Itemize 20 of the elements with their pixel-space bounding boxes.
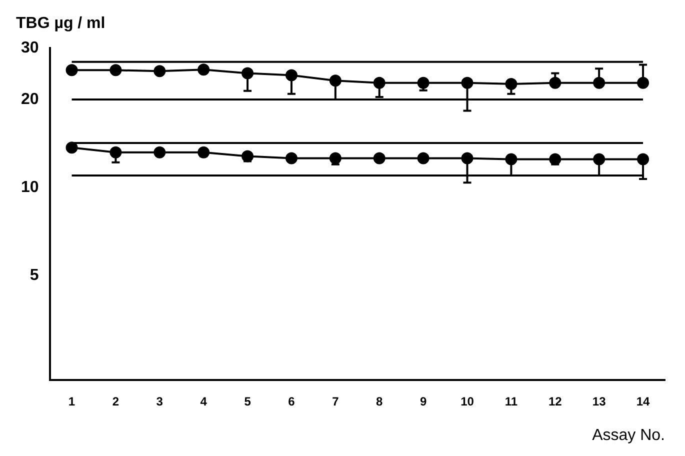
y-tick-label: 5 (30, 267, 39, 284)
x-tick-label: 8 (376, 394, 384, 408)
x-tick-label: 13 (592, 394, 606, 408)
x-tick-label: 10 (460, 394, 474, 408)
x-tick-label: 9 (420, 394, 427, 408)
x-tick-label: 14 (636, 394, 650, 408)
x-tick-label: 3 (156, 394, 164, 408)
x-tick-label: 12 (548, 394, 562, 408)
x-tick-label: 2 (112, 394, 120, 408)
y-tick-label: 10 (21, 179, 39, 196)
y-tick-label: 30 (21, 39, 39, 56)
x-tick-label: 6 (288, 394, 296, 408)
x-tick-label: 11 (504, 394, 518, 408)
x-tick-label: 1 (68, 394, 76, 408)
x-axis-title: Assay No. (592, 427, 665, 444)
x-tick-label: 5 (244, 394, 252, 408)
x-tick-label: 7 (332, 394, 340, 408)
y-tick-label: 20 (21, 90, 39, 108)
x-tick-label: 4 (200, 394, 208, 408)
y-axis-title: TBG µg / ml (16, 15, 106, 32)
